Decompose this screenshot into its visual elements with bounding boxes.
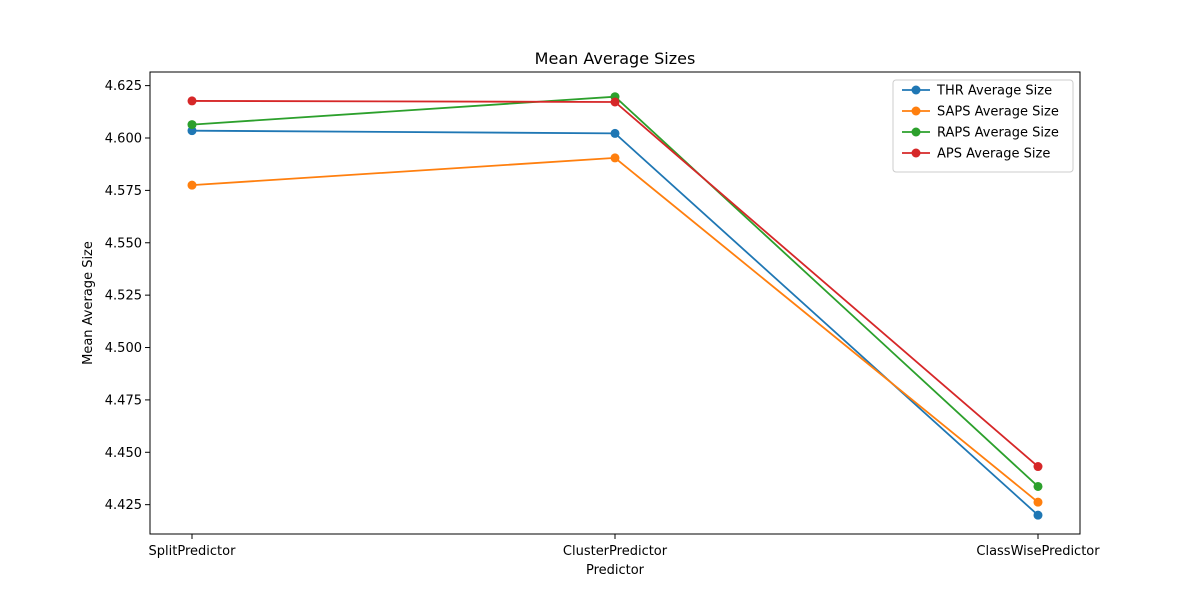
data-point (610, 97, 620, 107)
data-point (610, 128, 620, 138)
y-tick-label: 4.550 (105, 236, 142, 251)
y-tick-label: 4.625 (105, 79, 142, 94)
series-saps (187, 153, 1043, 507)
y-tick-label: 4.575 (105, 184, 142, 199)
legend-label: THR Average Size (936, 84, 1052, 99)
legend-label: APS Average Size (937, 147, 1050, 162)
legend-label: SAPS Average Size (937, 105, 1059, 120)
data-point (610, 153, 620, 163)
legend-item: THR Average Size (902, 84, 1052, 99)
series-raps (187, 92, 1043, 491)
data-point (187, 180, 197, 190)
series-layer (187, 92, 1043, 520)
y-tick-label: 4.600 (105, 132, 142, 147)
x-tick-label: ClusterPredictor (563, 544, 668, 559)
legend-item: APS Average Size (902, 147, 1050, 162)
data-point (1033, 497, 1043, 507)
x-axis-label: Predictor (586, 563, 645, 578)
legend-swatch-marker (911, 127, 921, 137)
x-tick-label: ClassWisePredictor (976, 544, 1100, 559)
legend-label: RAPS Average Size (937, 126, 1059, 141)
x-tick-label: SplitPredictor (149, 544, 237, 559)
data-point (1033, 481, 1043, 491)
y-tick-label: 4.525 (105, 289, 142, 304)
series-thr (187, 126, 1043, 520)
legend-item: SAPS Average Size (902, 105, 1059, 120)
y-tick-label: 4.425 (105, 498, 142, 513)
y-axis: 4.425 4.450 4.475 4.500 4.525 4.550 4.575 4.600… (105, 79, 150, 513)
data-point (187, 120, 197, 130)
y-tick-label: 4.450 (105, 446, 142, 461)
series-line (191, 129, 1039, 516)
data-point (187, 96, 197, 106)
data-point (1033, 462, 1043, 472)
x-axis: SplitPredictor ClusterPredictor ClassWiseP… (149, 534, 1100, 559)
y-tick-label: 4.475 (105, 393, 142, 408)
legend-item: RAPS Average Size (902, 126, 1059, 141)
y-axis-label: Mean Average Size (81, 241, 96, 365)
chart-title: Mean Average Sizes (535, 49, 696, 68)
y-tick-label: 4.500 (105, 341, 142, 356)
series-line (191, 156, 1039, 503)
series-aps (187, 96, 1043, 472)
legend-swatch-marker (911, 106, 921, 116)
legend-swatch-marker (911, 85, 921, 95)
legend-box (892, 79, 1074, 173)
legend: THR Average Size SAPS Average Size RAPS Av… (892, 79, 1074, 173)
legend-swatch-marker (911, 148, 921, 158)
data-point (1033, 510, 1043, 520)
